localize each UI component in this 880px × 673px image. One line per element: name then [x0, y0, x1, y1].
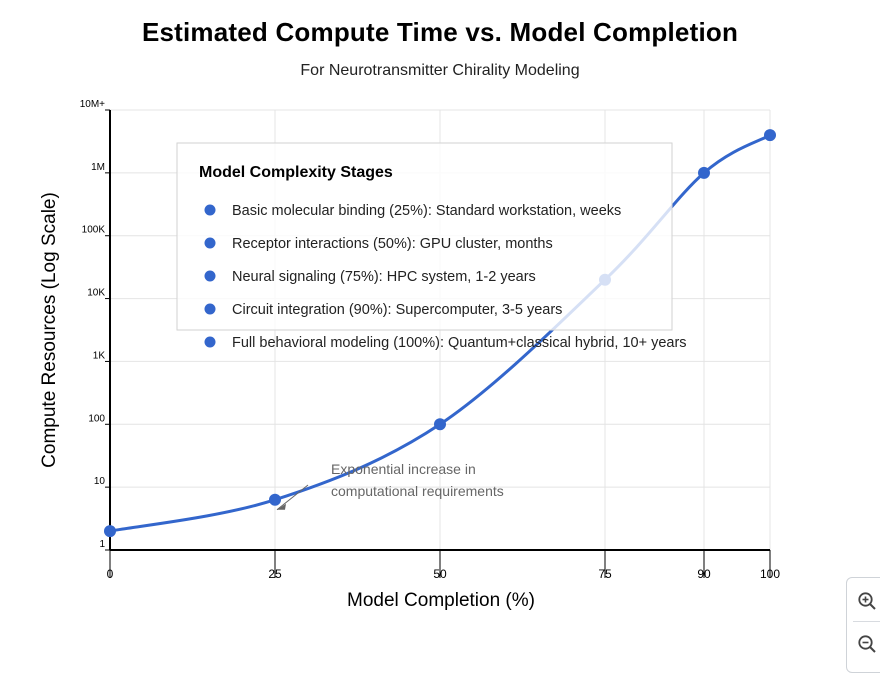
legend-item: Full behavioral modeling (100%): Quantum… [232, 335, 687, 351]
y-tick-label: 1K [93, 350, 106, 361]
x-axis-title: Model Completion (%) [347, 590, 535, 611]
zoom-controls [846, 577, 880, 673]
x-tick-label: 75 [598, 567, 612, 581]
legend: Model Complexity Stages Basic molecular b… [176, 142, 687, 351]
legend-box [176, 142, 673, 331]
zoom-in-button[interactable] [847, 581, 880, 621]
y-tick-label: 1 [99, 539, 105, 550]
legend-marker [204, 303, 216, 315]
x-tick-label: 100 [760, 567, 780, 581]
legend-marker [204, 336, 216, 348]
y-tick-label: 100K [82, 225, 106, 236]
y-tick-label: 10 [94, 476, 106, 487]
legend-item: Basic molecular binding (25%): Standard … [232, 203, 621, 219]
annotation-text: computational requirements [331, 483, 504, 499]
legend-marker [204, 270, 216, 282]
chart-title: Estimated Compute Time vs. Model Complet… [141, 17, 739, 47]
annotation: Exponential increase in computational req… [276, 461, 504, 511]
axes: 1 10 100 1K 10K 100K 1M 10M+ 0 25 50 75 90 100 Model C… [39, 99, 780, 611]
legend-title: Model Complexity Stages [199, 164, 393, 181]
zoom-out-icon [858, 635, 876, 653]
chart-subtitle: For Neurotransmitter Chirality Modeling [300, 62, 580, 79]
y-tick-label: 100 [88, 413, 105, 424]
data-point [764, 129, 776, 142]
legend-item: Receptor interactions (50%): GPU cluster… [232, 236, 553, 252]
legend-marker [204, 237, 216, 249]
data-point [104, 525, 116, 538]
y-tick-label: 1M [91, 162, 105, 173]
data-point [269, 493, 281, 506]
x-tick-label: 0 [107, 567, 114, 581]
data-point [698, 166, 710, 179]
legend-item: Neural signaling (75%): HPC system, 1-2 … [232, 269, 536, 285]
zoom-divider [853, 621, 880, 622]
y-tick-label: 10K [87, 288, 105, 299]
annotation-arrow [276, 484, 309, 511]
legend-marker [204, 204, 216, 216]
annotation-text: Exponential increase in [331, 461, 476, 477]
x-tick-label: 90 [697, 567, 711, 581]
y-tick-label: 10M+ [80, 99, 105, 110]
zoom-out-button[interactable] [847, 624, 880, 664]
data-point [434, 418, 446, 431]
x-tick-label: 25 [268, 567, 282, 581]
series-layer [104, 129, 776, 538]
x-tick-label: 50 [433, 567, 447, 581]
zoom-in-icon [858, 592, 876, 610]
y-axis-title: Compute Resources (Log Scale) [39, 192, 60, 468]
legend-item: Circuit integration (90%): Supercomputer… [232, 302, 562, 318]
annotation-arrowhead [277, 503, 286, 510]
